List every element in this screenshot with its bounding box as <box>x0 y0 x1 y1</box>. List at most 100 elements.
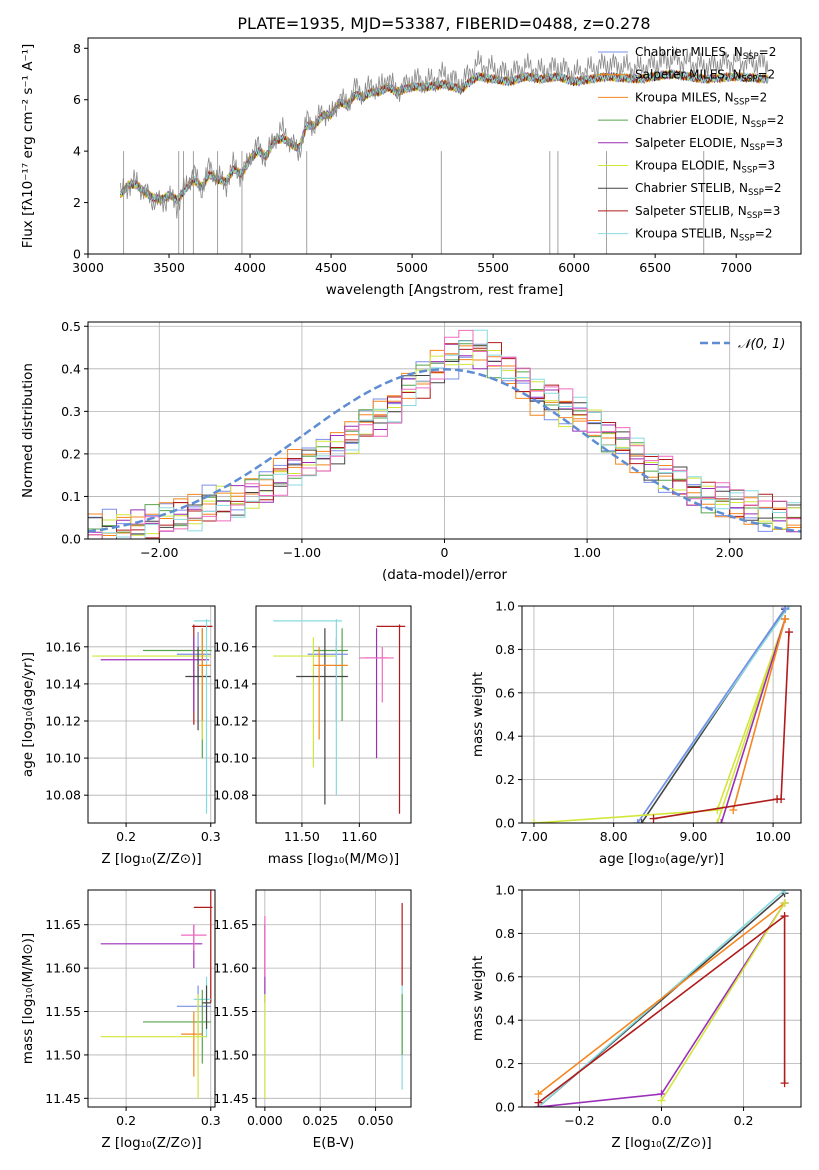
spectrum-legend-entry: Salpeter ELODIE, NSSP=3 <box>635 136 783 153</box>
age-vs-z-point <box>198 628 211 721</box>
weight-vs-z-ytick-label: 1.0 <box>495 883 515 898</box>
residuals-plot-area <box>88 329 801 539</box>
spectrum-xtick-label: 3500 <box>153 260 185 275</box>
residuals-ytick-label: 0.4 <box>61 361 81 376</box>
mass-vs-z-point <box>202 985 211 1029</box>
weight-vs-z-ytick-label: 0.8 <box>495 926 515 941</box>
spectrum-legend: Chabrier MILES, NSSP=2 Salpeter MILES, NS… <box>598 45 784 244</box>
age-vs-mass-xtick-label: 11.60 <box>341 829 377 844</box>
mass-vs-z-panel: 0.2 0.3 11.45 11.50 11.55 11.60 11.65 Z [log₁₀(… <box>20 889 221 1151</box>
spectrum-ytick-label: 8 <box>73 41 81 56</box>
residuals-ytick-label: 0.2 <box>61 446 81 461</box>
spectrum-ticks: 3000 3500 4000 4500 5000 5500 6000 6500 7000 0 2 4 6… <box>72 41 752 275</box>
spectrum-xtick-label: 6500 <box>639 260 671 275</box>
mass-vs-ebv-ticks: 0.000 0.025 0.050 11.45 11.50 11.55 11.60 11.65 <box>213 917 393 1128</box>
age-vs-mass-point <box>359 646 394 703</box>
spectrum-ylabel: Flux [fλ10⁻¹⁷ erg cm⁻² s⁻¹ A⁻¹] <box>20 44 36 249</box>
residuals-ytick-label: 0.5 <box>61 319 81 334</box>
mass-vs-z-point <box>100 994 207 1099</box>
age-vs-mass-plot-area <box>273 618 406 814</box>
age-vs-mass-ytick-label: 10.10 <box>213 751 249 766</box>
age-vs-z-xtick-label: 0.2 <box>116 829 136 844</box>
residuals-legend: 𝒩(0, 1) <box>700 337 785 352</box>
age-vs-mass-ytick-label: 10.16 <box>213 639 249 654</box>
weight-vs-z-xtick-label: 0.0 <box>652 1113 672 1128</box>
mass-vs-z-xtick-label: 0.3 <box>201 1113 221 1128</box>
spectrum-model-line <box>119 69 769 204</box>
weight-vs-age-ytick-label: 0.8 <box>495 642 515 657</box>
spectrum-legend-entry: Kroupa STELIB, NSSP=2 <box>635 227 773 244</box>
mass-vs-z-ytick-label: 11.45 <box>45 1091 81 1106</box>
age-vs-z-ylabel: age [log₁₀(age/yr)] <box>20 652 36 777</box>
age-vs-mass-ytick-label: 10.14 <box>213 676 249 691</box>
spectrum-data-line <box>120 47 769 219</box>
figure-title: PLATE=1935, MJD=53387, FIBERID=0488, z=0… <box>237 14 650 33</box>
mass-vs-ebv-panel: 0.000 0.025 0.050 11.45 11.50 11.55 11.60 11.65… <box>213 889 412 1151</box>
residuals-xtick-label: 2.00 <box>716 545 744 560</box>
weight-vs-age-xtick-label: 10.00 <box>755 829 791 844</box>
mass-vs-z-xlabel: Z [log₁₀(Z/Z⊙)] <box>101 1135 201 1151</box>
weight-vs-age-series-marker <box>529 819 538 823</box>
weight-vs-age-panel: 7.00 8.00 9.00 10.00 0.0 0.2 0.4 0.6 0.8 1.0 age [… <box>470 599 802 867</box>
mass-vs-ebv-ytick-label: 11.60 <box>213 961 249 976</box>
weight-vs-age-series-line <box>636 607 786 823</box>
spectrum-ytick-label: 6 <box>73 92 81 107</box>
spectrum-xtick-label: 4000 <box>234 260 266 275</box>
spectrum-ytick-label: 2 <box>73 195 81 210</box>
residuals-frame <box>87 321 802 540</box>
weight-vs-z-ytick-label: 0.6 <box>495 969 515 984</box>
weight-vs-age-series-marker <box>713 805 722 814</box>
weight-vs-z-series-marker <box>534 1089 543 1098</box>
weight-vs-age-series-line <box>732 618 786 811</box>
weight-vs-age-ytick-label: 1.0 <box>495 599 515 614</box>
mass-vs-z-background <box>88 890 215 1107</box>
age-vs-z-ytick-label: 10.10 <box>45 751 81 766</box>
residuals-ytick-label: 0.3 <box>61 404 81 419</box>
mass-vs-z-xtick-label: 0.2 <box>116 1113 136 1128</box>
age-vs-mass-point <box>296 628 348 805</box>
residuals-ytick-label: 0.1 <box>61 489 81 504</box>
spectrum-legend-entry: Salpeter MILES, NSSP=2 <box>635 68 775 85</box>
mass-vs-ebv-ytick-label: 11.50 <box>213 1047 249 1062</box>
spectrum-ytick-label: 4 <box>73 144 81 159</box>
weight-vs-age-frame <box>521 605 802 824</box>
mass-vs-z-ytick-label: 11.50 <box>45 1047 81 1062</box>
weight-vs-age-series-marker <box>785 628 794 637</box>
residuals-ylabel: Normed distribution <box>20 363 36 498</box>
mass-vs-z-ticks: 0.2 0.3 11.45 11.50 11.55 11.60 11.65 <box>45 917 221 1128</box>
age-vs-mass-ytick-label: 10.08 <box>213 788 249 803</box>
weight-vs-z-ytick-label: 0.4 <box>495 1013 515 1028</box>
residuals-xtick-label: 0 <box>441 545 449 560</box>
mass-vs-ebv-ytick-label: 11.45 <box>213 1091 249 1106</box>
mass-vs-z-frame <box>87 889 216 1108</box>
residuals-ytick-label: 0.0 <box>61 532 81 547</box>
normal-reference-curve <box>88 368 801 533</box>
age-vs-z-ytick-label: 10.12 <box>45 713 81 728</box>
age-vs-mass-point <box>376 624 406 814</box>
weight-vs-age-series-marker <box>717 819 726 823</box>
mass-vs-z-ytick-label: 11.65 <box>45 917 81 932</box>
spectrum-legend-entry: Chabrier STELIB, NSSP=2 <box>635 181 782 198</box>
mass-vs-ebv-xtick-label: 0.025 <box>302 1113 338 1128</box>
mass-vs-ebv-ytick-label: 11.55 <box>213 1004 249 1019</box>
spectrum-legend-entry: Kroupa ELODIE, NSSP=3 <box>635 159 775 176</box>
age-vs-z-background <box>88 606 215 823</box>
mass-vs-z-point <box>181 1011 203 1077</box>
weight-vs-z-series-line <box>660 902 786 1101</box>
mass-vs-ebv-xlabel: E(B-V) <box>313 1135 355 1151</box>
weight-vs-age-xlabel: age [log₁₀(age/yr)] <box>599 851 724 867</box>
age-vs-mass-ytick-label: 10.12 <box>213 713 249 728</box>
age-vs-z-point <box>193 618 211 814</box>
age-vs-mass-grid <box>256 606 411 823</box>
age-vs-z-xlabel: Z [log₁₀(Z/Z⊙)] <box>101 851 201 867</box>
weight-vs-z-xtick-label: −0.2 <box>564 1113 594 1128</box>
residuals-xtick-label: −1.00 <box>283 545 321 560</box>
plots: 3000 3500 4000 4500 5000 5500 6000 6500 7000 0 2 4 6… <box>20 37 802 1151</box>
age-vs-z-ytick-label: 10.08 <box>45 788 81 803</box>
residuals-panel: −2.00 −1.00 0 1.00 2.00 0.0 0.1 0.2 0.3 0.4 0.5 (da… <box>20 319 802 583</box>
weight-vs-age-ytick-label: 0.4 <box>495 729 515 744</box>
weight-vs-age-plot-area <box>529 606 794 823</box>
age-vs-z-ytick-label: 10.16 <box>45 639 81 654</box>
weight-vs-z-plot-area <box>534 890 789 1107</box>
weight-vs-z-series-marker <box>780 1079 789 1088</box>
